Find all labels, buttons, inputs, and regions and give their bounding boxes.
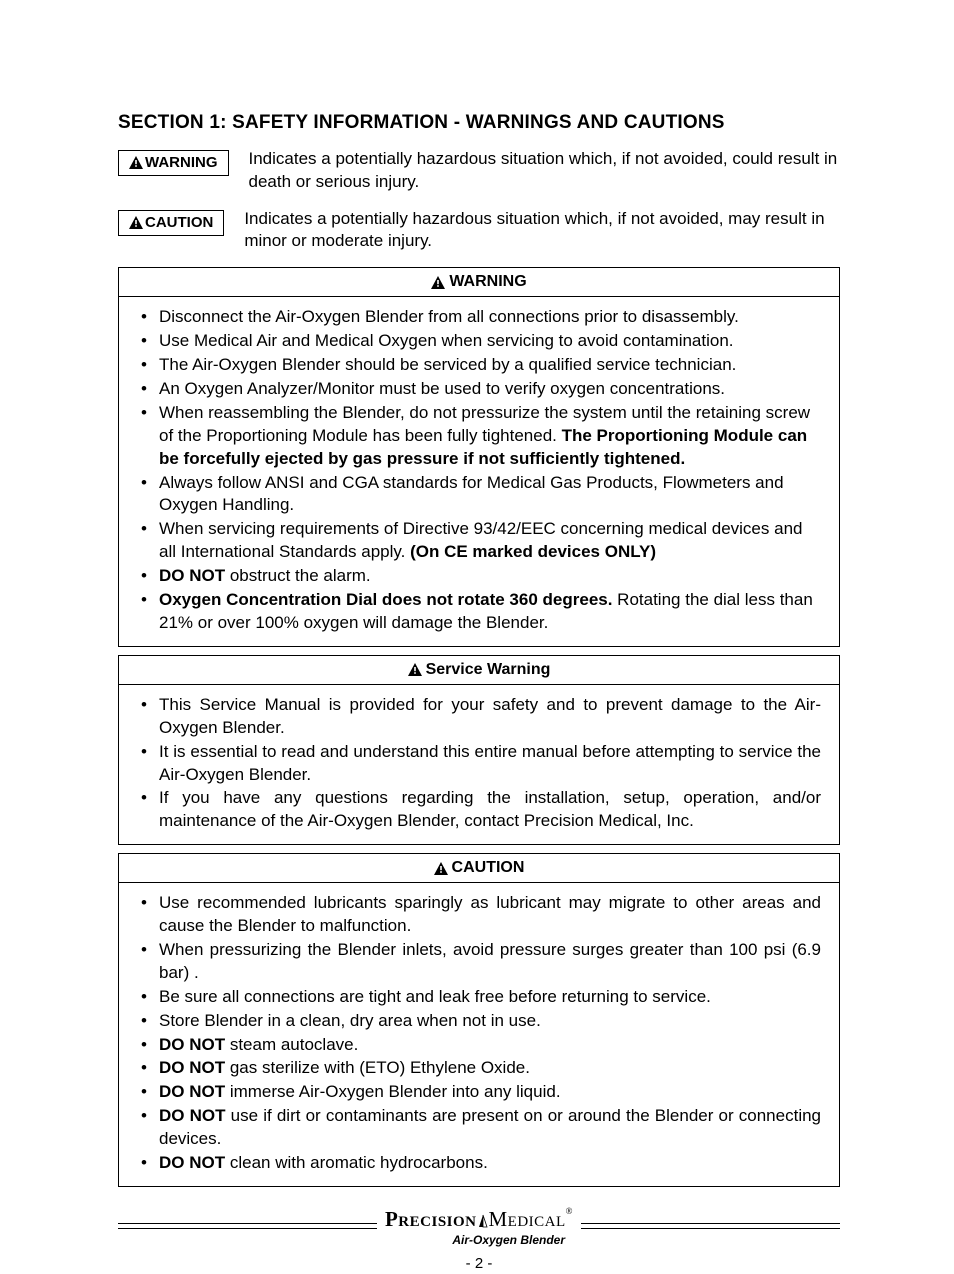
list-item: Disconnect the Air-Oxygen Blender from a… bbox=[137, 306, 821, 329]
list-item: It is essential to read and understand t… bbox=[137, 741, 821, 787]
bold-text: (On CE marked devices ONLY) bbox=[410, 542, 656, 561]
list-item: Be sure all connections are tight and le… bbox=[137, 986, 821, 1009]
bold-text: DO NOT bbox=[159, 1153, 225, 1172]
list-item: If you have any questions regarding the … bbox=[137, 787, 821, 833]
caution-panel: CAUTION Use recommended lubricants spari… bbox=[118, 853, 840, 1187]
bold-text: DO NOT bbox=[159, 1058, 225, 1077]
service-warning-panel: Service Warning This Service Manual is p… bbox=[118, 655, 840, 845]
footer-rule: Precision Medical® Air-Oxygen Blender bbox=[118, 1205, 840, 1248]
list-item: DO NOT use if dirt or contaminants are p… bbox=[137, 1105, 821, 1151]
bold-text: DO NOT bbox=[159, 1106, 226, 1125]
warning-list: Disconnect the Air-Oxygen Blender from a… bbox=[137, 306, 821, 635]
caution-list: Use recommended lubricants sparingly as … bbox=[137, 892, 821, 1175]
warning-label-box: WARNING bbox=[118, 150, 229, 176]
bold-text: DO NOT bbox=[159, 1035, 225, 1054]
list-item: When reassembling the Blender, do not pr… bbox=[137, 402, 821, 471]
caution-panel-body: Use recommended lubricants sparingly as … bbox=[119, 883, 839, 1186]
footer-product: Air-Oxygen Blender bbox=[385, 1232, 573, 1248]
list-item: DO NOT immerse Air-Oxygen Blender into a… bbox=[137, 1081, 821, 1104]
list-item: Always follow ANSI and CGA standards for… bbox=[137, 472, 821, 518]
caution-label-text: CAUTION bbox=[145, 213, 213, 233]
caution-definition-row: CAUTION Indicates a potentially hazardou… bbox=[118, 208, 840, 254]
list-item: The Air-Oxygen Blender should be service… bbox=[137, 354, 821, 377]
warning-panel: WARNING Disconnect the Air-Oxygen Blende… bbox=[118, 267, 840, 647]
warning-panel-header-text: WARNING bbox=[449, 271, 526, 293]
caution-panel-header-text: CAUTION bbox=[452, 857, 525, 879]
brand-part2: Medical bbox=[489, 1207, 566, 1231]
section-title: SECTION 1: SAFETY INFORMATION - WARNINGS… bbox=[118, 110, 840, 136]
footer-logo: Precision Medical® Air-Oxygen Blender bbox=[385, 1205, 573, 1248]
warning-definition-text: Indicates a potentially hazardous situat… bbox=[249, 148, 841, 194]
caution-definition-text: Indicates a potentially hazardous situat… bbox=[244, 208, 840, 254]
page-number: - 2 - bbox=[118, 1254, 840, 1274]
warning-label-text: WARNING bbox=[145, 153, 218, 173]
warning-definition-row: WARNING Indicates a potentially hazardou… bbox=[118, 148, 840, 194]
list-item: This Service Manual is provided for your… bbox=[137, 694, 821, 740]
list-item: DO NOT obstruct the alarm. bbox=[137, 565, 821, 588]
list-item: Use Medical Air and Medical Oxygen when … bbox=[137, 330, 821, 353]
service-warning-body: This Service Manual is provided for your… bbox=[119, 685, 839, 845]
warning-panel-header: WARNING bbox=[119, 268, 839, 297]
list-item: Use recommended lubricants sparingly as … bbox=[137, 892, 821, 938]
list-item: When pressurizing the Blender inlets, av… bbox=[137, 939, 821, 985]
footer-rule-right bbox=[581, 1223, 840, 1229]
list-item: Oxygen Concentration Dial does not rotat… bbox=[137, 589, 821, 635]
bold-text: DO NOT bbox=[159, 566, 225, 585]
warning-panel-body: Disconnect the Air-Oxygen Blender from a… bbox=[119, 297, 839, 646]
service-list: This Service Manual is provided for your… bbox=[137, 694, 821, 834]
list-item: When servicing requirements of Directive… bbox=[137, 518, 821, 564]
list-item: DO NOT clean with aromatic hydrocarbons. bbox=[137, 1152, 821, 1175]
caution-triangle-icon bbox=[434, 862, 448, 875]
list-item: DO NOT gas sterilize with (ETO) Ethylene… bbox=[137, 1057, 821, 1080]
list-item: Store Blender in a clean, dry area when … bbox=[137, 1010, 821, 1033]
brand-icon bbox=[478, 1213, 488, 1229]
caution-triangle-icon bbox=[129, 216, 143, 229]
footer-rule-left bbox=[118, 1223, 377, 1229]
service-warning-header-text: Service Warning bbox=[426, 659, 551, 681]
warning-triangle-icon bbox=[129, 156, 143, 169]
service-warning-header: Service Warning bbox=[119, 656, 839, 685]
caution-label-box: CAUTION bbox=[118, 210, 224, 236]
bold-text: DO NOT bbox=[159, 1082, 225, 1101]
document-page: SECTION 1: SAFETY INFORMATION - WARNINGS… bbox=[0, 0, 954, 1235]
bold-text: Oxygen Concentration Dial does not rotat… bbox=[159, 590, 612, 609]
caution-panel-header: CAUTION bbox=[119, 854, 839, 883]
list-item: An Oxygen Analyzer/Monitor must be used … bbox=[137, 378, 821, 401]
footer-brand: Precision Medical® bbox=[385, 1205, 573, 1233]
warning-triangle-icon bbox=[408, 663, 422, 676]
warning-triangle-icon bbox=[431, 276, 445, 289]
bold-text: The Proportioning Module can be forceful… bbox=[159, 426, 807, 468]
brand-trademark: ® bbox=[566, 1206, 573, 1216]
brand-part1: Precision bbox=[385, 1207, 477, 1231]
list-item: DO NOT steam autoclave. bbox=[137, 1034, 821, 1057]
